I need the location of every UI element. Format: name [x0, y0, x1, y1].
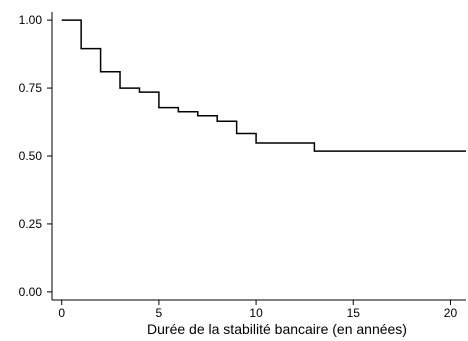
y-tick-label: 0.00 [19, 285, 43, 299]
y-tick-label: 0.25 [19, 217, 43, 231]
y-tick-label: 0.75 [19, 81, 43, 95]
x-axis-title: Durée de la stabilité bancaire (en année… [147, 321, 407, 337]
x-axis: 0 5 10 15 20 [52, 299, 466, 320]
x-tick-label: 0 [58, 306, 65, 320]
survival-step-line [61, 19, 466, 152]
y-tick-label: 1.00 [19, 13, 43, 27]
y-tick-label: 0.50 [19, 149, 43, 163]
plot-area [61, 19, 466, 152]
x-tick-label: 10 [249, 306, 263, 320]
x-tick-label: 5 [156, 306, 163, 320]
x-tick-label: 15 [347, 306, 361, 320]
y-axis: 0.00 0.25 0.50 0.75 1.00 [19, 12, 53, 300]
x-tick-label: 20 [444, 306, 458, 320]
